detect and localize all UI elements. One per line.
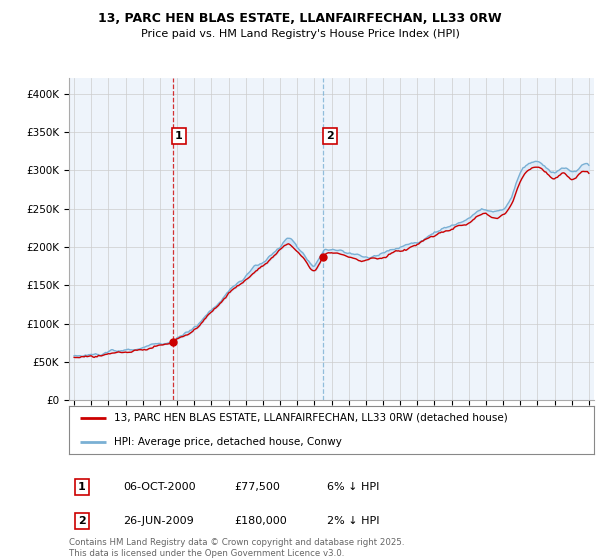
Text: 26-JUN-2009: 26-JUN-2009 bbox=[123, 516, 194, 526]
Text: HPI: Average price, detached house, Conwy: HPI: Average price, detached house, Conw… bbox=[113, 437, 341, 447]
Text: Price paid vs. HM Land Registry's House Price Index (HPI): Price paid vs. HM Land Registry's House … bbox=[140, 29, 460, 39]
Text: Contains HM Land Registry data © Crown copyright and database right 2025.
This d: Contains HM Land Registry data © Crown c… bbox=[69, 538, 404, 558]
Text: 2: 2 bbox=[78, 516, 86, 526]
Text: 13, PARC HEN BLAS ESTATE, LLANFAIRFECHAN, LL33 0RW: 13, PARC HEN BLAS ESTATE, LLANFAIRFECHAN… bbox=[98, 12, 502, 25]
Text: 2% ↓ HPI: 2% ↓ HPI bbox=[327, 516, 380, 526]
Text: 2: 2 bbox=[326, 131, 334, 141]
Text: 06-OCT-2000: 06-OCT-2000 bbox=[123, 482, 196, 492]
Text: 1: 1 bbox=[175, 131, 182, 141]
Text: £77,500: £77,500 bbox=[234, 482, 280, 492]
Text: 6% ↓ HPI: 6% ↓ HPI bbox=[327, 482, 379, 492]
Text: 1: 1 bbox=[78, 482, 86, 492]
Text: £180,000: £180,000 bbox=[234, 516, 287, 526]
Text: 13, PARC HEN BLAS ESTATE, LLANFAIRFECHAN, LL33 0RW (detached house): 13, PARC HEN BLAS ESTATE, LLANFAIRFECHAN… bbox=[113, 413, 508, 423]
